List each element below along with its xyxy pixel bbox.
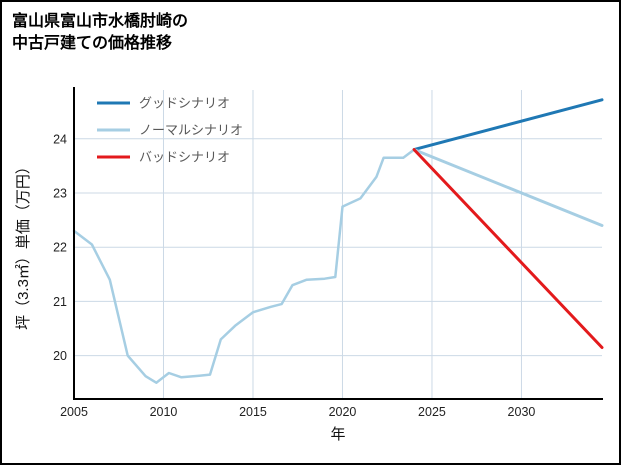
x-tick-label-2015: 2015 xyxy=(239,405,267,419)
x-tick-label-2025: 2025 xyxy=(418,405,446,419)
series-bad-line xyxy=(412,148,604,349)
series-normal-line xyxy=(412,148,604,227)
x-tick-label-2005: 2005 xyxy=(60,405,88,419)
y-axis-label: 坪（3.3㎡）単価（万円） xyxy=(15,159,32,330)
y-tick-label-21: 21 xyxy=(53,295,67,309)
y-tick-label-24: 24 xyxy=(53,132,67,146)
legend-label-normal: ノーマルシナリオ xyxy=(139,123,243,138)
page-title: 富山県富山市水橋肘崎の 中古戸建ての価格推移 xyxy=(12,11,188,56)
page-title-line1: 富山県富山市水橋肘崎の xyxy=(12,13,189,30)
series-good-line xyxy=(412,98,604,152)
legend-label-good: グッドシナリオ xyxy=(139,96,230,111)
legend-label-bad: バッドシナリオ xyxy=(139,150,230,165)
x-tick-label-2030: 2030 xyxy=(508,405,536,419)
series-history-line xyxy=(72,148,416,384)
page-title-line2: 中古戸建ての価格推移 xyxy=(12,35,173,53)
x-axis-label: 年 xyxy=(330,426,345,443)
y-tick-label-23: 23 xyxy=(53,187,67,201)
y-tick-label-22: 22 xyxy=(53,241,67,255)
y-tick-label-20: 20 xyxy=(53,349,67,363)
x-tick-label-2020: 2020 xyxy=(329,405,357,419)
x-tick-label-2010: 2010 xyxy=(150,405,178,419)
